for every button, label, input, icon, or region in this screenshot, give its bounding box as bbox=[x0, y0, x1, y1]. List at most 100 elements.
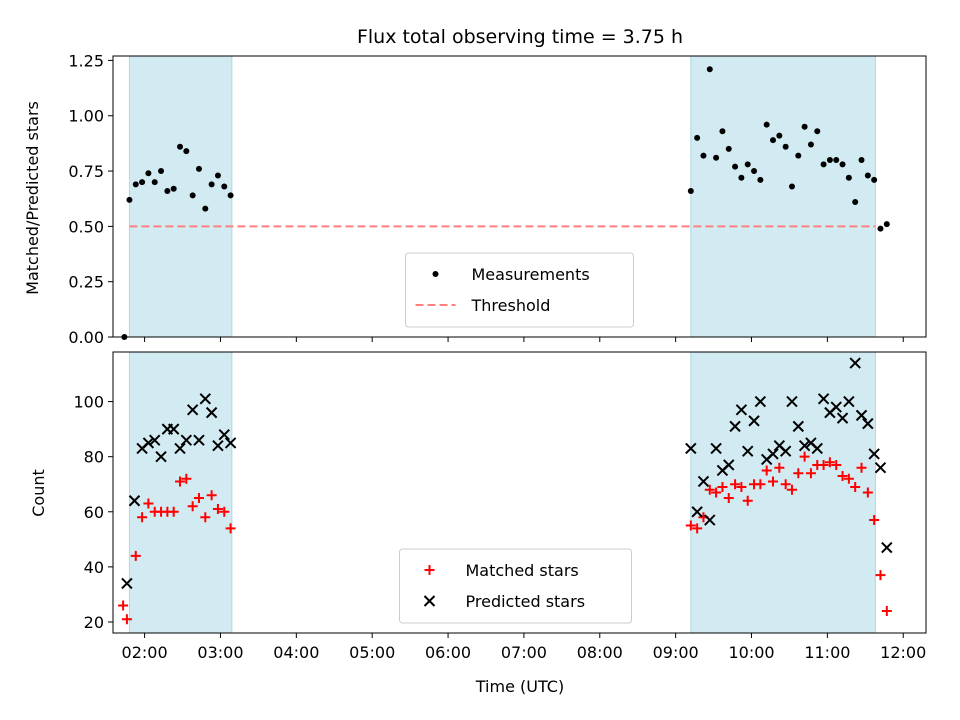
predicted-star-point bbox=[155, 450, 167, 463]
measurement-point bbox=[177, 143, 184, 150]
predicted-star-point bbox=[142, 437, 155, 449]
predicted-star-point bbox=[754, 395, 767, 408]
predicted-star-point bbox=[691, 506, 703, 518]
matched-star-point bbox=[856, 462, 867, 473]
measurement-point bbox=[183, 148, 190, 155]
matched-star-point bbox=[717, 481, 728, 492]
predicted-star-point bbox=[881, 541, 893, 554]
matched-star-point bbox=[768, 476, 779, 487]
predicted-star-point bbox=[767, 448, 779, 460]
matched-star-point bbox=[723, 493, 734, 504]
measurement-point bbox=[820, 161, 827, 168]
measurement-point bbox=[189, 192, 196, 199]
matched-star-point bbox=[685, 520, 696, 531]
measurement-point bbox=[839, 161, 846, 168]
x-tick-label: 10:00 bbox=[728, 643, 774, 662]
x-tick-label: 06:00 bbox=[425, 643, 471, 662]
y-tick-label: 0.25 bbox=[68, 273, 104, 292]
x-tick-label: 04:00 bbox=[273, 643, 319, 662]
y-tick-label: 0.00 bbox=[68, 328, 104, 347]
predicted-star-point bbox=[121, 577, 133, 590]
measurement-point bbox=[871, 176, 878, 183]
measurement-point bbox=[776, 132, 783, 139]
measurement-point bbox=[132, 181, 139, 188]
matched-star-point bbox=[869, 515, 880, 526]
measurement-point bbox=[751, 168, 758, 175]
y-tick-label: 60 bbox=[84, 503, 104, 522]
measurement-point bbox=[770, 137, 777, 144]
measurement-point bbox=[744, 161, 751, 168]
matched-star-point bbox=[219, 506, 230, 517]
predicted-star-point bbox=[704, 514, 716, 526]
matched-star-point bbox=[175, 476, 186, 487]
matched-star-point bbox=[181, 473, 192, 484]
measurement-point bbox=[795, 152, 802, 159]
x-tick-label: 12:00 bbox=[880, 643, 926, 662]
matched-star-point bbox=[118, 600, 129, 611]
measurement-point bbox=[858, 156, 865, 163]
predicted-star-point bbox=[779, 445, 792, 457]
measurement-point bbox=[788, 183, 795, 190]
legend-label: Matched stars bbox=[466, 561, 579, 580]
matched-star-point bbox=[837, 470, 848, 481]
y-tick-label: 1.25 bbox=[68, 51, 104, 70]
measurement-point bbox=[706, 66, 713, 73]
matched-star-point bbox=[742, 495, 753, 506]
chart-title: Flux total observing time = 3.75 h bbox=[357, 26, 683, 48]
measurement-point bbox=[864, 172, 871, 179]
ratio-x-ticks bbox=[144, 337, 904, 342]
measurement-point bbox=[151, 179, 158, 186]
predicted-star-point bbox=[729, 420, 741, 433]
predicted-star-point bbox=[212, 439, 224, 452]
count-legend: Matched stars Predicted stars bbox=[399, 548, 632, 624]
matched-star-point bbox=[704, 484, 715, 495]
matched-star-point bbox=[793, 468, 804, 479]
predicted-star-point bbox=[193, 434, 205, 446]
matched-star-point bbox=[881, 605, 892, 616]
predicted-star-point bbox=[205, 406, 218, 419]
measurement-point bbox=[814, 128, 821, 135]
legend-swatch bbox=[423, 595, 436, 607]
measurement-point bbox=[845, 174, 852, 181]
matched-star-point bbox=[730, 479, 741, 490]
x-tick-label: 03:00 bbox=[197, 643, 243, 662]
ratio-panel: 0.00 0.25 0.50 0.75 1.00 1.25 Matched/Predict… bbox=[23, 51, 927, 347]
x-tick-label: 02:00 bbox=[122, 643, 168, 662]
measurement-point bbox=[227, 192, 234, 199]
measurement-point bbox=[221, 183, 228, 190]
count-observing-windows bbox=[128, 351, 876, 634]
matched-star-point bbox=[193, 493, 204, 504]
matched-star-point bbox=[200, 512, 211, 523]
measurement-point bbox=[687, 187, 694, 194]
matched-star-point bbox=[780, 479, 791, 490]
predicted-star-point bbox=[218, 428, 230, 441]
predicted-star-point bbox=[786, 395, 798, 408]
observing-window-1 bbox=[128, 55, 233, 338]
measurement-point bbox=[852, 199, 859, 206]
time-x-axis-label: Time (UTC) bbox=[475, 677, 564, 696]
predicted-star-point bbox=[836, 412, 849, 424]
matched-star-point bbox=[212, 504, 223, 515]
count-y-axis-label: Count bbox=[29, 469, 48, 517]
predicted-star-point bbox=[199, 393, 212, 405]
predicted-star-point bbox=[855, 409, 868, 422]
matched-star-point bbox=[711, 487, 722, 498]
predicted-star-point bbox=[186, 404, 199, 416]
y-tick-label: 40 bbox=[84, 558, 104, 577]
predicted-star-point bbox=[224, 437, 237, 449]
predicted-star-point bbox=[843, 395, 855, 408]
legend-label: Threshold bbox=[471, 296, 551, 315]
measurement-point bbox=[732, 163, 739, 170]
matched-star-point bbox=[862, 487, 873, 498]
matched-star-point bbox=[786, 484, 797, 495]
matched-star-point bbox=[692, 523, 703, 534]
measurement-point bbox=[883, 221, 890, 228]
measurement-point bbox=[877, 225, 884, 232]
predicted-star-point bbox=[811, 442, 823, 455]
predicted-star-point bbox=[874, 461, 887, 474]
measurement-point bbox=[807, 141, 814, 148]
measurement-point bbox=[202, 205, 209, 212]
x-tick-label: 09:00 bbox=[653, 643, 699, 662]
predicted-star-point bbox=[735, 404, 748, 416]
